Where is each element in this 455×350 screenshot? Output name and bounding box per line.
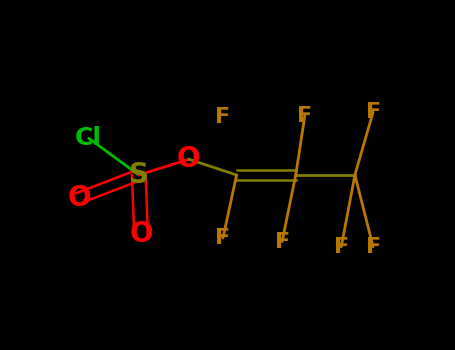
Text: F: F: [334, 237, 349, 257]
Text: O: O: [68, 184, 91, 212]
Text: O: O: [129, 220, 153, 248]
Text: Cl: Cl: [75, 126, 102, 150]
Text: S: S: [129, 161, 149, 189]
Text: F: F: [365, 237, 381, 257]
Text: F: F: [365, 102, 381, 122]
Text: F: F: [215, 228, 231, 248]
Text: F: F: [215, 107, 231, 127]
Text: F: F: [297, 105, 313, 126]
Text: F: F: [274, 231, 290, 252]
Text: O: O: [177, 145, 201, 173]
